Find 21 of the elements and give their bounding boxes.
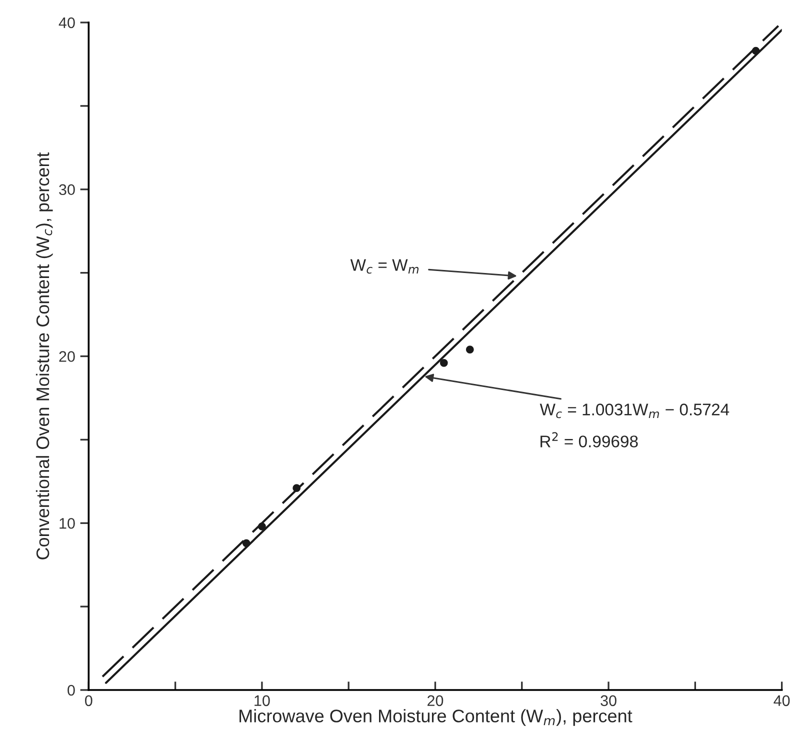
annotation: W$_{c}$ = 1.0031W$_{m}$ − 0.5724 <box>540 404 730 418</box>
y-tick-label: 10 <box>60 518 75 529</box>
x-axis-title: Microwave Oven Moisture Content (W$_{m}$), percent <box>240 709 632 726</box>
y-tick-label: 0 <box>68 684 75 696</box>
x-tick-label: 0 <box>85 695 92 706</box>
x-tick-label: 30 <box>600 695 616 706</box>
point <box>752 46 760 55</box>
x-tick-label: 20 <box>428 695 444 706</box>
y-tick-label: 40 <box>58 17 75 28</box>
point <box>292 484 301 492</box>
y-axis-title: Conventional Oven Moisture Content (W$_{c}$), percent <box>36 152 53 560</box>
y-tick-label: 20 <box>59 351 75 362</box>
point <box>466 346 474 354</box>
x-tick-label: 10 <box>254 695 270 706</box>
annotation: W$_{c}$ = W$_{m}$ <box>350 259 419 274</box>
point <box>242 539 250 548</box>
x-tick-label: 40 <box>774 695 790 706</box>
point <box>440 358 448 367</box>
point <box>258 522 266 530</box>
annotation: R$^{2}$ = 0.99698 <box>540 432 638 448</box>
y-tick-label: 30 <box>59 184 75 196</box>
